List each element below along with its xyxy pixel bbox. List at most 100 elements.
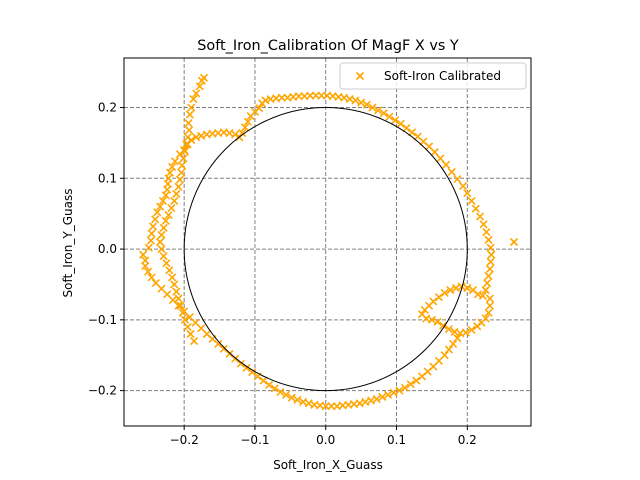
data-point	[164, 211, 173, 220]
data-point	[175, 175, 184, 184]
data-point	[417, 372, 427, 381]
data-point	[366, 396, 376, 405]
data-point	[164, 174, 173, 183]
data-point	[158, 196, 167, 206]
data-point	[368, 103, 377, 112]
data-point	[450, 327, 459, 336]
data-point	[240, 123, 250, 132]
x-axis-label: Soft_Iron_X_Guass	[273, 458, 383, 472]
data-point	[168, 273, 177, 282]
data-point	[467, 325, 476, 334]
data-point	[483, 278, 492, 288]
data-point	[151, 215, 160, 224]
x-tick-label: 0.0	[316, 433, 335, 447]
data-point	[461, 328, 470, 337]
data-point	[187, 136, 196, 145]
data-point	[276, 387, 285, 397]
data-point	[467, 196, 476, 206]
data-point	[197, 131, 206, 140]
data-point	[485, 264, 495, 273]
data-point	[485, 294, 495, 303]
legend-label: Soft-Iron Calibrated	[384, 69, 501, 83]
data-point	[159, 252, 168, 261]
data-point	[183, 322, 192, 331]
data-point	[362, 100, 371, 109]
data-point	[186, 329, 195, 339]
data-point	[184, 119, 193, 128]
data-point	[379, 109, 388, 118]
data-point	[159, 223, 168, 232]
data-point	[439, 321, 448, 330]
data-point	[402, 123, 411, 133]
y-tick-label: −0.1	[88, 313, 117, 327]
data-point	[192, 89, 201, 98]
data-point	[242, 363, 251, 373]
data-point	[282, 390, 291, 399]
data-point	[446, 286, 455, 295]
data-point	[453, 174, 462, 184]
data-point	[299, 397, 308, 407]
data-point	[148, 222, 158, 231]
data-point	[170, 157, 180, 166]
data-point	[427, 315, 436, 324]
data-point	[144, 267, 153, 276]
data-point	[304, 399, 313, 408]
data-point	[447, 167, 456, 177]
data-point	[458, 182, 468, 191]
y-tick-label: 0.2	[98, 101, 117, 115]
data-point	[484, 235, 493, 244]
data-point	[248, 368, 257, 377]
data-point	[340, 93, 349, 102]
data-point	[180, 315, 189, 324]
data-point	[468, 286, 478, 295]
data-point	[141, 261, 150, 271]
data-point	[433, 317, 442, 327]
data-point	[167, 203, 176, 213]
data-point	[509, 237, 519, 247]
data-point	[255, 104, 264, 113]
data-point	[412, 376, 421, 385]
data-point	[177, 161, 187, 170]
data-point	[170, 280, 179, 289]
y-tick-label: 0.0	[98, 242, 117, 256]
data-point	[396, 119, 405, 128]
data-point	[144, 243, 153, 252]
data-point	[463, 283, 472, 293]
x-tick-label: −0.2	[170, 433, 199, 447]
data-point	[391, 116, 400, 125]
data-point	[471, 204, 480, 213]
y-tick-label: −0.2	[88, 384, 117, 398]
data-point	[400, 383, 410, 392]
data-point	[383, 390, 393, 399]
data-point	[475, 212, 485, 221]
data-point	[486, 243, 495, 252]
data-point	[161, 191, 170, 200]
data-point	[357, 98, 366, 107]
legend-box	[339, 62, 527, 90]
legend-marker	[355, 71, 365, 81]
data-point	[479, 220, 488, 229]
data-point	[190, 337, 199, 346]
data-point	[481, 314, 490, 323]
data-point	[195, 82, 204, 91]
data-point	[265, 380, 274, 390]
data-point	[199, 73, 209, 82]
plot-area: −0.2 −0.1 0.0 0.1 0.2 −0.2 −0.1 0.0 0.1 0.2	[88, 57, 532, 447]
data-point	[487, 250, 496, 259]
data-point	[146, 236, 155, 245]
data-point	[372, 395, 381, 404]
data-point	[156, 202, 165, 211]
data-point	[310, 400, 319, 409]
data-point	[484, 308, 493, 317]
data-point	[434, 293, 444, 302]
data-point	[147, 229, 156, 238]
data-point	[378, 392, 387, 402]
data-point	[436, 154, 445, 163]
data-point	[484, 271, 493, 281]
data-point	[187, 103, 196, 112]
x-tick-label: −0.1	[240, 433, 269, 447]
data-point	[287, 393, 296, 402]
data-point	[172, 189, 181, 198]
data-point	[351, 96, 360, 105]
